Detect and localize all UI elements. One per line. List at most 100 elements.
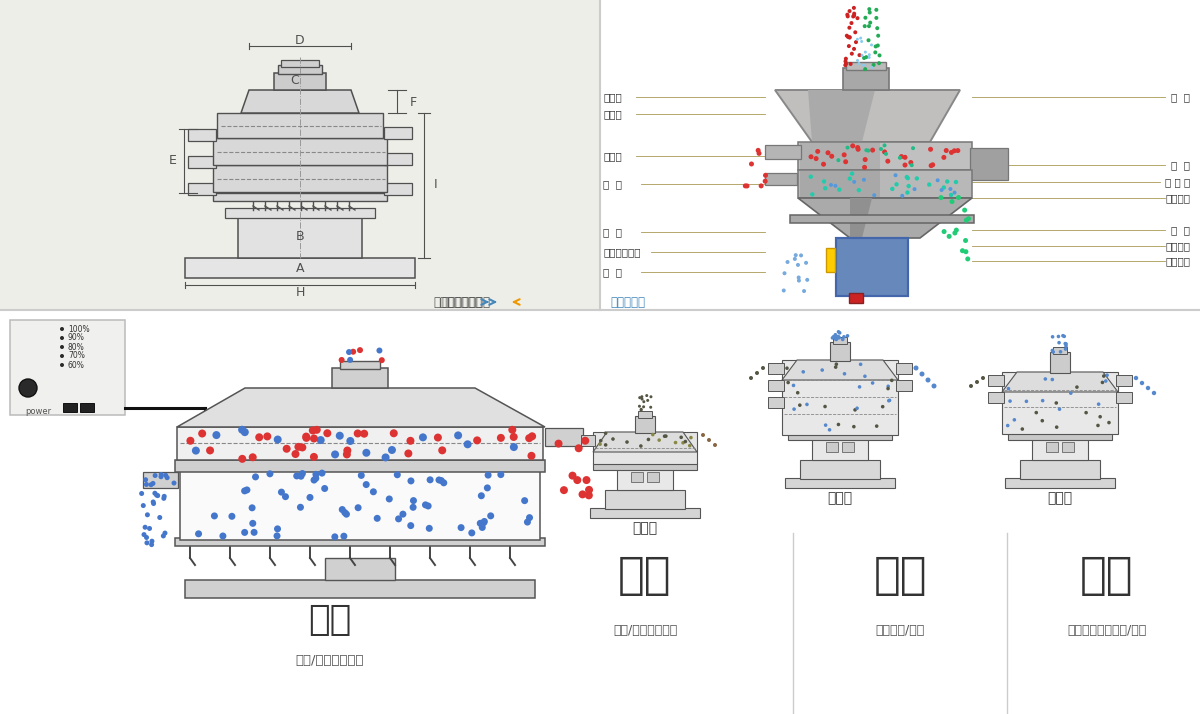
- Circle shape: [1098, 415, 1102, 418]
- Circle shape: [1040, 399, 1044, 403]
- Circle shape: [824, 423, 828, 427]
- Bar: [782, 360, 898, 435]
- Bar: [798, 142, 972, 170]
- Circle shape: [1102, 374, 1105, 378]
- Bar: [635, 416, 655, 433]
- Circle shape: [145, 513, 150, 518]
- Circle shape: [844, 62, 848, 66]
- Bar: [970, 148, 1008, 180]
- Circle shape: [844, 159, 848, 164]
- Circle shape: [856, 145, 860, 150]
- Circle shape: [853, 30, 857, 34]
- Circle shape: [856, 406, 859, 410]
- Circle shape: [664, 434, 667, 438]
- Circle shape: [834, 366, 838, 369]
- Circle shape: [158, 474, 163, 479]
- Bar: [788, 433, 892, 440]
- Circle shape: [302, 434, 311, 442]
- Circle shape: [164, 476, 169, 481]
- Circle shape: [929, 163, 934, 168]
- Circle shape: [282, 493, 289, 501]
- Text: E: E: [169, 154, 176, 168]
- Circle shape: [970, 384, 973, 388]
- Circle shape: [948, 187, 953, 191]
- Circle shape: [842, 335, 846, 338]
- Circle shape: [248, 504, 256, 511]
- Bar: [188, 156, 216, 168]
- Circle shape: [560, 486, 568, 494]
- Text: 防尘盖: 防尘盖: [604, 109, 622, 119]
- Circle shape: [887, 387, 890, 391]
- Circle shape: [802, 289, 806, 293]
- Bar: [590, 508, 700, 518]
- Circle shape: [390, 429, 397, 437]
- Circle shape: [799, 253, 803, 258]
- Circle shape: [582, 476, 590, 484]
- Bar: [766, 173, 797, 185]
- Circle shape: [1064, 342, 1068, 346]
- Bar: [80, 403, 94, 412]
- Circle shape: [842, 372, 846, 376]
- Circle shape: [836, 336, 840, 340]
- Circle shape: [982, 376, 985, 380]
- Circle shape: [962, 208, 967, 213]
- Circle shape: [484, 484, 491, 491]
- Circle shape: [510, 443, 518, 451]
- Bar: [631, 472, 643, 482]
- Circle shape: [743, 183, 748, 188]
- Circle shape: [355, 504, 361, 511]
- Circle shape: [1051, 335, 1055, 338]
- Circle shape: [902, 155, 907, 160]
- Circle shape: [833, 334, 836, 338]
- Circle shape: [318, 470, 325, 477]
- Circle shape: [899, 154, 904, 159]
- Circle shape: [823, 186, 828, 191]
- Circle shape: [946, 179, 949, 183]
- Bar: [800, 460, 880, 479]
- Bar: [332, 368, 388, 388]
- Circle shape: [157, 515, 162, 520]
- Circle shape: [1063, 342, 1067, 346]
- Circle shape: [149, 482, 154, 487]
- Circle shape: [834, 337, 838, 341]
- Circle shape: [952, 149, 956, 154]
- Circle shape: [152, 491, 157, 496]
- Circle shape: [554, 440, 563, 448]
- Circle shape: [876, 44, 880, 48]
- Bar: [593, 463, 697, 470]
- Circle shape: [814, 156, 818, 161]
- Circle shape: [875, 8, 878, 12]
- Circle shape: [868, 54, 871, 56]
- Circle shape: [844, 63, 847, 67]
- Text: F: F: [409, 96, 416, 109]
- Circle shape: [756, 148, 761, 153]
- Circle shape: [1057, 408, 1061, 411]
- Circle shape: [863, 24, 866, 28]
- Circle shape: [830, 336, 834, 340]
- Bar: [647, 472, 659, 482]
- Circle shape: [894, 174, 898, 177]
- Circle shape: [362, 449, 371, 457]
- Circle shape: [684, 440, 688, 443]
- Circle shape: [479, 524, 486, 531]
- Circle shape: [821, 368, 824, 372]
- Circle shape: [890, 378, 894, 382]
- Circle shape: [919, 371, 924, 376]
- Text: 束  环: 束 环: [604, 179, 622, 189]
- Circle shape: [823, 405, 827, 408]
- Circle shape: [1108, 421, 1111, 424]
- Text: 100%: 100%: [68, 324, 90, 333]
- Circle shape: [905, 175, 910, 179]
- Circle shape: [385, 496, 392, 503]
- Bar: [0, 310, 1200, 714]
- Circle shape: [852, 180, 856, 184]
- Circle shape: [845, 13, 850, 16]
- Circle shape: [910, 164, 913, 167]
- Circle shape: [829, 183, 833, 187]
- Circle shape: [211, 513, 218, 519]
- Circle shape: [1062, 335, 1066, 338]
- Circle shape: [949, 150, 954, 155]
- Circle shape: [581, 437, 589, 445]
- Bar: [812, 438, 868, 460]
- Text: 网  架: 网 架: [1171, 160, 1190, 170]
